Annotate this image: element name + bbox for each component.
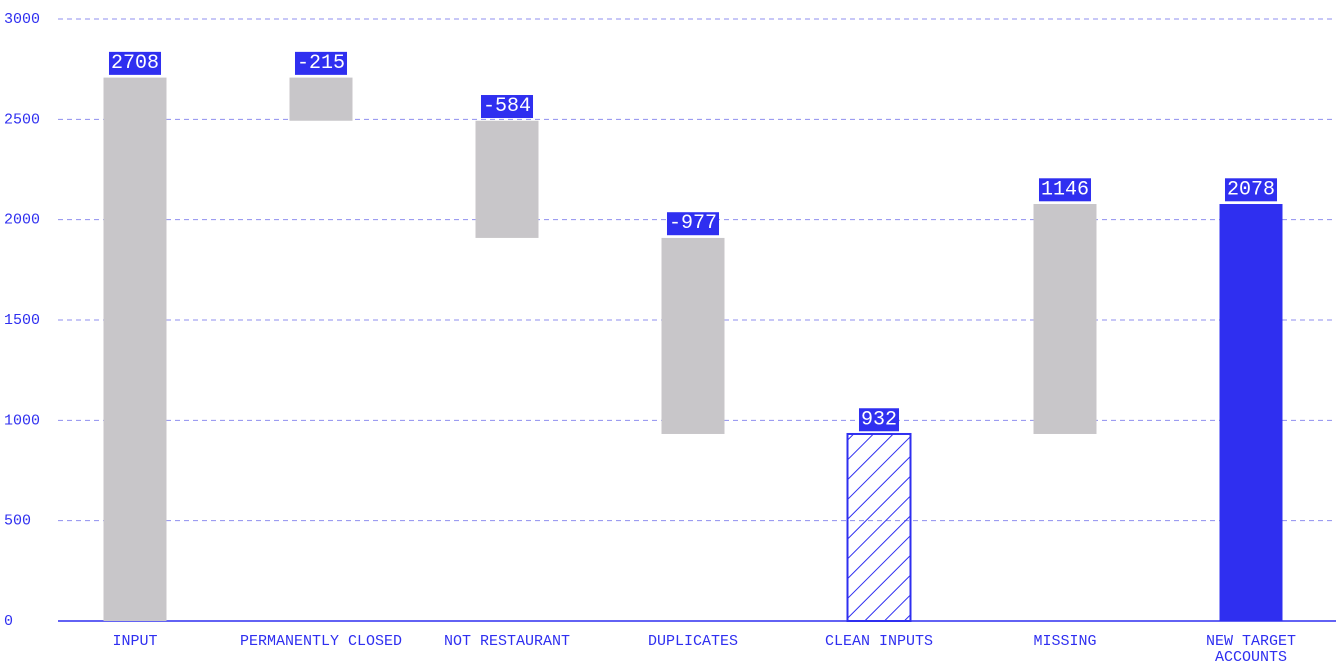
value-label: 932 xyxy=(861,408,897,431)
value-label-box xyxy=(1224,178,1278,202)
value-label: 1146 xyxy=(1041,178,1089,201)
x-tick-label: INPUT xyxy=(112,633,158,650)
value-label: 2078 xyxy=(1227,178,1275,201)
value-label-box xyxy=(294,51,348,75)
bar xyxy=(1033,204,1097,434)
x-tick-label: CLEAN INPUTS xyxy=(824,633,934,650)
x-tick-label: PERMANENTLY CLOSED xyxy=(239,633,403,650)
value-label-box xyxy=(108,51,162,75)
value-label-box xyxy=(666,212,720,236)
x-tick-label: MISSING xyxy=(1033,633,1097,650)
y-tick-label: 500 xyxy=(4,513,31,530)
y-tick-label: 2000 xyxy=(4,212,40,229)
bar xyxy=(475,120,539,238)
x-tick-label: NEW TARGET ACCOUNTS xyxy=(1205,633,1296,666)
x-tick-label: NOT RESTAURANT xyxy=(443,633,571,650)
bar xyxy=(661,237,725,434)
y-tick-label: 0 xyxy=(4,613,13,630)
bar xyxy=(846,432,912,622)
y-tick-label: 1500 xyxy=(4,312,40,329)
value-label: 2708 xyxy=(111,52,159,75)
value-label-box xyxy=(1038,178,1092,202)
y-tick-label: 2500 xyxy=(4,111,40,128)
x-tick-label: DUPLICATES xyxy=(647,633,738,650)
bar xyxy=(289,77,353,121)
bar xyxy=(103,77,167,621)
bar xyxy=(1219,204,1283,622)
value-label-box xyxy=(858,408,900,432)
y-tick-label: 1000 xyxy=(4,412,40,429)
value-label-box xyxy=(480,95,534,119)
value-label: -215 xyxy=(297,52,345,75)
value-label: -584 xyxy=(483,95,531,118)
value-label: -977 xyxy=(669,212,717,235)
y-tick-label: 3000 xyxy=(4,11,40,28)
